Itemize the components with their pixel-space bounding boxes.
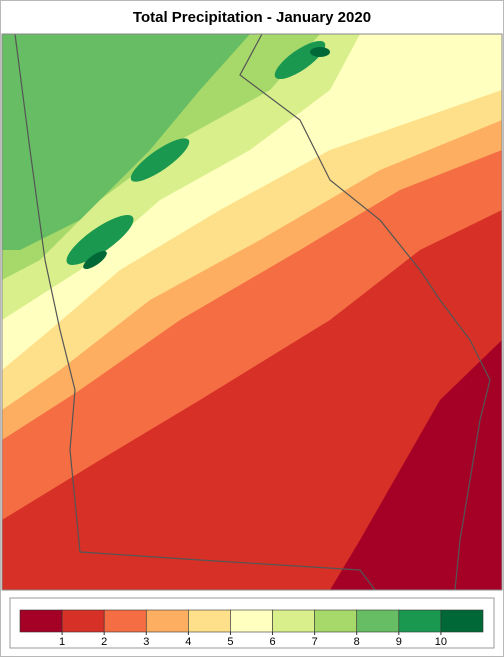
tick-label: 6 [269, 636, 275, 648]
colorbar-swatch [440, 609, 484, 633]
tick-label: 1 [59, 636, 65, 648]
colorbar-swatch [103, 609, 147, 633]
band [130, 138, 190, 182]
band [66, 215, 134, 265]
colorbar-swatch [272, 609, 315, 633]
colorbar-swatch [398, 609, 442, 633]
tick-label: 9 [396, 636, 402, 648]
tick-label: 7 [312, 636, 318, 648]
colorbar-swatch [61, 609, 105, 633]
colorbar-swatch [230, 609, 273, 633]
colorbar-swatch [19, 609, 63, 633]
tick-label: 3 [143, 636, 149, 648]
colorbar: 1 2 3 4 5 6 7 8 9 10 [19, 609, 484, 648]
tick-label: 10 [435, 636, 447, 648]
tick-label: 4 [185, 636, 191, 648]
state-border [79, 551, 376, 590]
tick-label: 8 [354, 636, 360, 648]
colorbar-swatch [314, 609, 358, 633]
precipitation-map [2, 34, 502, 590]
tick-label: 2 [101, 636, 107, 648]
tick-label: 5 [227, 636, 233, 648]
colorbar-swatch [188, 609, 231, 633]
band [310, 47, 330, 57]
band [83, 250, 107, 270]
colorbar-swatch [356, 609, 400, 633]
coastline [454, 339, 491, 590]
state-border [239, 34, 471, 341]
band [2, 34, 250, 250]
colorbar-swatch [145, 609, 189, 633]
state-border [14, 34, 81, 553]
map-border [1, 33, 503, 591]
map-title: Total Precipitation - January 2020 [133, 9, 371, 26]
